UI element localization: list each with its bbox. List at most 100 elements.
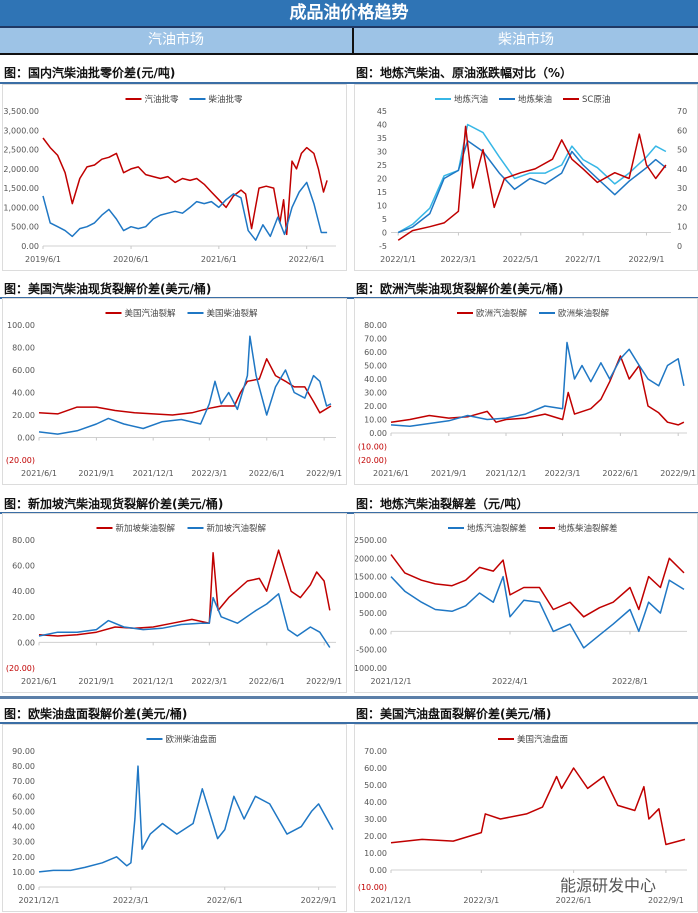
legend-item: 欧洲柴油盘面	[146, 734, 217, 745]
y-tick-label: -1000.00	[355, 664, 387, 673]
x-tick-label: 2022/6/1	[602, 469, 638, 478]
y-tick-label: 0.00	[369, 627, 387, 636]
y-tick-label: 80.00	[12, 344, 35, 353]
y-tick-label: 20.00	[12, 411, 35, 420]
y-tick-label: 30.00	[364, 815, 387, 824]
series-line-2	[397, 139, 667, 234]
series-line-2	[390, 554, 685, 618]
series-line-2	[38, 335, 332, 435]
x-tick-label: 2019/6/1	[25, 255, 61, 264]
legend-label: 汽油批零	[145, 94, 180, 105]
y-tick-label: 40.00	[12, 823, 35, 832]
chart-8: (10.00) 0.00 10.00 20.00 30.00 40.00 50.00 60.0…	[354, 724, 698, 912]
y-tick-label: (20.00)	[6, 456, 35, 465]
chart-svg: 0.00 10.00 20.00 30.00 40.00 50.00 60.00 70.00 8…	[12, 734, 337, 905]
series-line-1	[390, 767, 686, 846]
y-tick-label: 20.00	[364, 832, 387, 841]
legend-item: 欧洲柴油裂解	[539, 308, 610, 319]
x-tick-label: 2021/6/1	[21, 677, 57, 686]
y-tick-label: 3,000.00	[3, 126, 39, 135]
y-tick-label: 50.00	[364, 362, 387, 371]
chart-5: (20.00) 0.00 20.00 40.00 60.00 80.00 2021/6/1 2…	[2, 513, 347, 693]
chart-title: 图：美国汽油盘面裂解价差(美元/桶)	[356, 707, 552, 721]
y-tick-label: 3,500.00	[3, 107, 39, 116]
x-tick-label: 2021/9/1	[78, 469, 114, 478]
y2-tick-label: 50	[677, 146, 687, 155]
legend-label: 柴油批零	[209, 94, 244, 105]
x-tick-label: 2022/6/1	[249, 469, 285, 478]
y-tick-label: 10.00	[364, 416, 387, 425]
series-line-1	[38, 765, 334, 873]
y-tick-label: 30.00	[12, 838, 35, 847]
y-tick-label: 0.00	[369, 429, 387, 438]
y-tick-label: -500.00	[356, 646, 387, 655]
x-tick-label: 2022/9/1	[648, 896, 684, 905]
section-header: 汽油市场 柴油市场	[0, 28, 698, 55]
x-tick-label: 2022/6/1	[289, 255, 325, 264]
y-tick-label: 40.00	[12, 587, 35, 596]
y-tick-label: 70.00	[364, 747, 387, 756]
legend-item: 地炼汽油裂解差	[448, 523, 527, 534]
legend-item: 柴油批零	[189, 94, 244, 105]
x-tick-label: 2022/6/1	[207, 896, 243, 905]
y-tick-label: 10.00	[364, 849, 387, 858]
y-tick-label: 2000.00	[355, 554, 387, 563]
y-tick-label: (10.00)	[358, 443, 387, 452]
chart-title: 图：欧柴油盘面裂解价差(美元/桶)	[4, 707, 188, 721]
x-tick-label: 2021/12/1	[485, 469, 526, 478]
y-tick-label: 0.00	[21, 242, 39, 251]
chart-svg: 0.00 500.00 1,000.00 1,500.00 2,000.00 2,500.…	[3, 94, 336, 264]
y2-tick-label: 20	[677, 203, 687, 212]
legend-item: 地炼汽油	[435, 94, 488, 105]
y-tick-label: 45	[377, 107, 387, 116]
series-line-1	[390, 575, 685, 649]
series-line-2	[390, 341, 685, 428]
section-rule	[0, 512, 698, 514]
legend-item: 新加坡柴油裂解	[96, 523, 176, 534]
legend-item: 欧洲汽油裂解	[457, 308, 528, 319]
series-line-2	[42, 181, 328, 241]
legend-item: SC原油	[563, 94, 610, 105]
y-tick-label: (10.00)	[358, 883, 387, 892]
y-tick-label: 10	[377, 202, 387, 211]
y-tick-label: 1500.00	[355, 573, 387, 582]
x-tick-label: 2022/9/1	[306, 469, 342, 478]
chart-7: 0.00 10.00 20.00 30.00 40.00 50.00 60.00 70.00 8…	[2, 724, 347, 912]
y-tick-label: 40.00	[364, 375, 387, 384]
y-tick-label: 70.00	[12, 777, 35, 786]
chart-svg: (20.00) 0.00 20.00 40.00 60.00 80.00 100.00 202…	[6, 308, 342, 478]
series-line-1	[397, 123, 667, 234]
y-tick-label: (20.00)	[358, 456, 387, 465]
legend-item: 地炼柴油	[499, 94, 552, 105]
y-tick-label: 25	[377, 161, 387, 170]
x-tick-label: 2022/3/1	[191, 469, 227, 478]
legend-item: 美国柴油裂解	[187, 308, 258, 319]
series-line-3	[397, 125, 667, 241]
x-tick-label: 2022/3/1	[440, 255, 476, 264]
y-tick-label: 2500.00	[355, 536, 387, 545]
x-tick-label: 2022/9/1	[660, 469, 696, 478]
y-tick-label: 70.00	[364, 335, 387, 344]
chart-2: -5 0 5 10 15 20 25 30 35 40 45 0 10 20 30 40 50 60 70 2022/…	[354, 84, 698, 271]
legend-label: SC原油	[582, 94, 610, 105]
series-line-1	[38, 358, 332, 416]
x-tick-label: 2022/8/1	[612, 677, 648, 686]
chart-title: 图：地炼汽柴油、原油涨跌幅对比（%）	[356, 66, 573, 80]
x-tick-label: 2022/5/1	[503, 255, 539, 264]
legend-label: 欧洲柴油裂解	[558, 308, 610, 319]
legend-label: 新加坡柴油裂解	[116, 523, 176, 534]
y-tick-label: 1000.00	[355, 591, 387, 600]
x-tick-label: 2022/3/1	[545, 469, 581, 478]
chart-3: (20.00) 0.00 20.00 40.00 60.00 80.00 100.00 202…	[2, 298, 347, 485]
chart-svg: -1000.00 -500.00 0.00 500.00 1000.00 1500.00 2…	[355, 523, 687, 686]
y-tick-label: 0	[382, 229, 387, 238]
y-tick-label: 40	[377, 121, 387, 130]
page-title: 成品油价格趋势	[0, 0, 698, 28]
legend-label: 欧洲汽油裂解	[476, 308, 528, 319]
y-tick-label: 500.00	[11, 223, 39, 232]
y-tick-label: 40.00	[12, 389, 35, 398]
y-tick-label: 0.00	[17, 434, 35, 443]
y-tick-label: (20.00)	[6, 664, 35, 673]
chart-6: -1000.00 -500.00 0.00 500.00 1000.00 1500.00 2…	[354, 513, 698, 693]
y-tick-label: 30	[377, 148, 387, 157]
